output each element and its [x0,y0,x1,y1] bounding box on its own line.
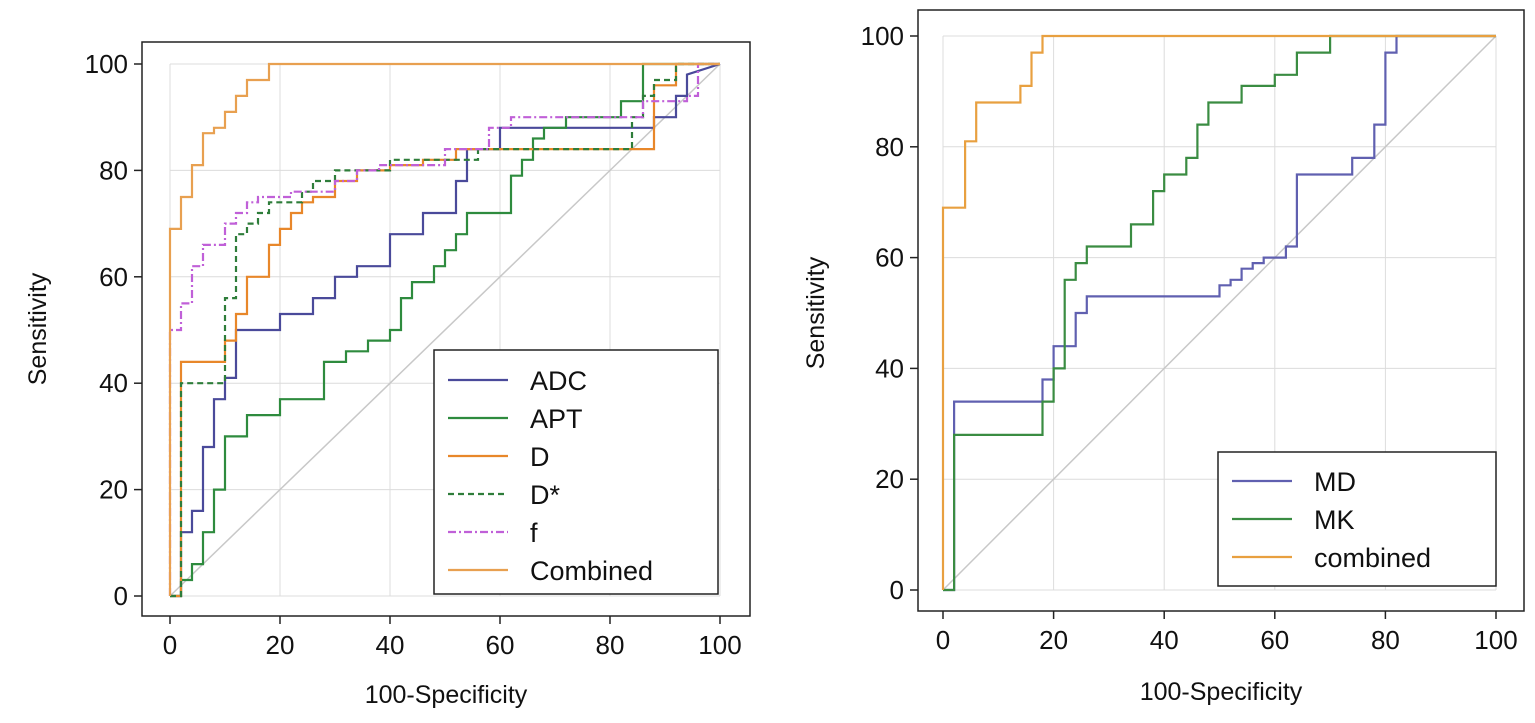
right-x-tick-label-80: 80 [1371,625,1400,655]
left-legend-label-2: D [530,442,550,472]
right-y-tick-label-40: 40 [875,353,904,383]
left-series-apt [170,62,720,598]
right-legend: MD MK combined [1217,451,1497,587]
right-y-tick-label-0: 0 [890,575,904,605]
right-y-tick-label-20: 20 [875,464,904,494]
left-series-group [168,62,721,598]
left-y-axis-label: Sensitivity [24,272,52,385]
right-roc-panel: 0 20 40 60 80 100 0 20 40 60 80 100 100-Specificity… [802,9,1525,706]
right-ticks: 0 20 40 60 80 100 0 20 40 60 80 100 [861,21,1518,655]
left-y-tick-label-0: 0 [114,581,128,611]
left-series-adc [170,62,721,598]
left-reference-line [169,63,721,597]
right-x-tick-label-0: 0 [936,625,950,655]
right-x-tick-label-20: 20 [1039,625,1068,655]
left-y-tick-label-80: 80 [99,155,128,185]
left-y-tick-label-40: 40 [99,368,128,398]
right-reference-line [942,35,1497,591]
right-x-tick-label-100: 100 [1474,625,1517,655]
left-series-combined [168,62,720,596]
left-y-tick-label-100: 100 [85,49,128,79]
right-series-mk [943,34,1496,592]
left-legend-label-3: D* [530,480,560,510]
right-series-combined [941,34,1496,590]
left-legend-label-5: Combined [530,556,653,586]
left-y-tick-label-20: 20 [99,475,128,505]
right-legend-items: MD MK combined [1232,467,1431,573]
right-plot-frame [917,9,1525,612]
left-legend-label-4: f [530,518,538,548]
left-legend: ADC APT D D* f Combined [433,349,719,595]
left-legend-box [433,349,719,595]
left-x-tick-label-80: 80 [596,630,625,660]
right-legend-label-0: MD [1314,467,1356,497]
left-y-tick-label-60: 60 [99,262,128,292]
right-legend-label-1: MK [1314,505,1355,535]
right-y-tick-label-80: 80 [875,132,904,162]
right-x-axis-label: 100-Specificity [1140,678,1303,706]
right-y-tick-label-60: 60 [875,243,904,273]
left-roc-panel: 0 20 40 60 80 100 0 20 40 60 80 100 100-Specificity… [24,41,751,709]
left-ticks: 0 20 40 60 80 100 0 20 40 60 80 100 [85,49,742,660]
left-legend-label-1: APT [530,404,583,434]
right-series-md [943,34,1496,592]
left-x-tick-label-40: 40 [376,630,405,660]
left-series-d [170,62,720,598]
left-legend-items: ADC APT D D* f Combined [448,366,653,586]
left-x-tick-label-100: 100 [698,630,741,660]
left-legend-label-0: ADC [530,366,587,396]
right-x-tick-label-60: 60 [1260,625,1289,655]
right-series-group [941,34,1496,592]
left-x-tick-label-60: 60 [486,630,515,660]
right-x-tick-label-40: 40 [1150,625,1179,655]
left-x-axis-label: 100-Specificity [365,681,528,709]
left-x-tick-label-20: 20 [266,630,295,660]
left-plot-frame [141,41,751,617]
left-x-tick-label-0: 0 [163,630,177,660]
right-y-axis-label: Sensitivity [802,256,830,369]
right-legend-label-2: combined [1314,543,1431,573]
right-y-tick-label-100: 100 [861,21,904,51]
